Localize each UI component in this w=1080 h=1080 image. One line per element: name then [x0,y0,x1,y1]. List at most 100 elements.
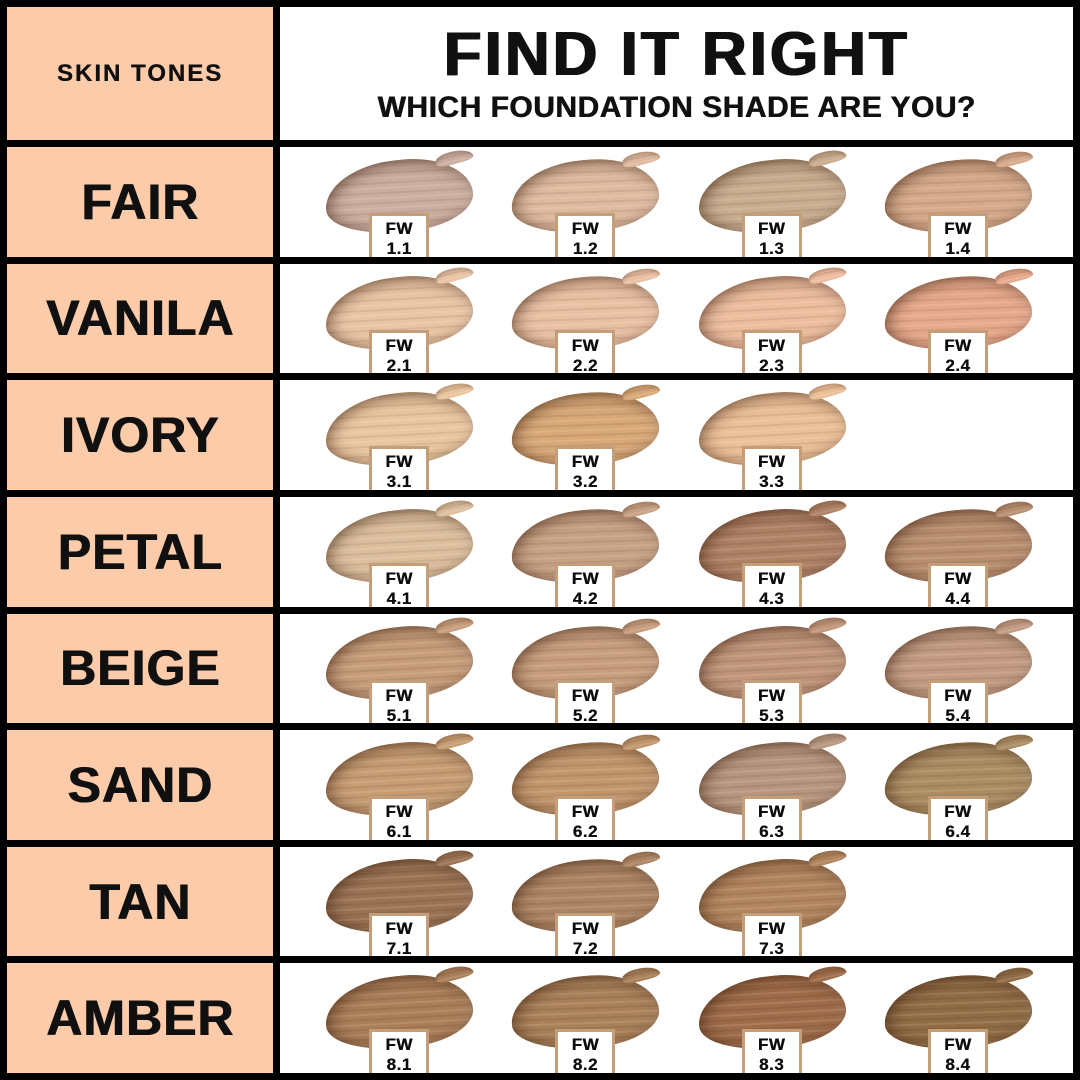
title-cell: FIND IT RIGHT WHICH FOUNDATION SHADE ARE… [280,7,1073,140]
shade-brand-text: FW [757,452,786,472]
shade-label-box: FW 6.3 [741,796,802,840]
swatch-slot: FW 8.1 [306,968,492,1073]
swatch-slot: FW 6.1 [306,735,492,840]
shade-brand-text: FW [385,685,413,705]
shade-number-text: 6.1 [386,822,412,840]
tone-label-text: AMBER [45,990,235,1047]
swatch-slot: FW 4.1 [306,502,492,607]
shade-brand-text: FW [944,219,972,238]
swatch-slot: FW 8.4 [865,970,1051,1073]
shade-label-box: FW 5.2 [555,679,616,724]
swatch-slot: FW 7.1 [306,852,492,957]
page-subtitle: WHICH FOUNDATION SHADE ARE YOU? [377,91,976,125]
shade-brand-text: FW [385,452,413,472]
tone-label-tan: TAN [7,846,273,957]
tone-label-text: PETAL [57,523,223,580]
shade-brand-text: FW [757,685,786,705]
shade-label-box: FW 7.3 [741,912,802,957]
shade-number-text: 7.3 [759,938,785,957]
shade-number-text: 4.2 [572,588,598,607]
swatch-slot: FW 7.3 [679,852,865,957]
shade-number-text: 4.3 [759,588,785,607]
swatch-slot: FW 3.2 [492,386,678,490]
shade-number-text: 1.4 [945,239,971,257]
shade-label-box: FW 4.1 [369,562,430,607]
shade-number-text: 6.3 [759,822,785,840]
tone-label-sand: SAND [7,730,273,840]
swatch-slot: FW 6.4 [865,736,1051,840]
shade-number-text: 2.3 [759,355,785,374]
tone-label-text: BEIGE [59,640,221,697]
shade-label-box: FW 3.3 [741,446,802,490]
shade-number-text: 7.1 [386,938,412,957]
shade-brand-text: FW [571,685,600,705]
shade-number-text: 8.2 [572,1055,598,1073]
shade-label-box: FW 1.2 [555,213,616,257]
shade-label-box: FW 6.1 [369,796,430,840]
shade-label-box: FW 2.4 [927,329,988,374]
shade-number-text: 1.1 [386,239,412,257]
swatch-row-amber: FW 8.1 FW 8.2 FW 8.3 FW 8.4 [280,963,1073,1073]
tone-label-beige: BEIGE [7,613,273,724]
shade-brand-text: FW [385,802,413,822]
swatch-slot: FW 8.2 [492,970,678,1073]
shade-label-box: FW 4.4 [927,562,988,607]
swatch-slot: FW 6.2 [492,736,678,840]
swatch-slot: FW 4.4 [865,503,1051,607]
shade-label-box: FW 5.1 [369,679,430,724]
shade-brand-text: FW [944,335,972,355]
shade-brand-text: FW [757,568,786,588]
shade-number-text: 5.2 [572,705,598,724]
shade-brand-text: FW [757,335,786,355]
shade-brand-text: FW [944,1035,972,1055]
tone-label-text: SAND [67,756,213,813]
swatch-slot: FW 5.4 [865,620,1051,724]
shade-label-box: FW 8.3 [741,1029,802,1073]
shade-label-box: FW 2.1 [369,329,430,374]
shade-brand-text: FW [757,219,786,238]
corner-cell: SKIN TONES [7,7,273,140]
tone-label-text: FAIR [81,173,199,230]
page-title: FIND IT RIGHT [443,19,910,89]
swatch-slot: FW 6.3 [679,735,865,840]
shade-number-text: 5.3 [759,705,785,724]
swatch-row-fair: FW 1.1 FW 1.2 FW 1.3 FW 1.4 [280,147,1073,257]
shade-label-box: FW 7.1 [369,912,430,957]
swatch-row-petal: FW 4.1 FW 4.2 FW 4.3 FW 4.4 [280,496,1073,607]
shade-number-text: 3.2 [572,472,598,490]
tone-label-petal: PETAL [7,496,273,607]
shade-label-box: FW 8.1 [369,1029,430,1073]
tone-label-ivory: IVORY [7,380,273,490]
shade-label-box: FW 1.3 [741,213,802,257]
shade-label-box: FW 3.2 [555,446,616,490]
shade-number-text: 8.3 [759,1055,785,1073]
shade-label-box: FW 4.3 [741,562,802,607]
shade-brand-text: FW [757,918,786,938]
shade-number-text: 6.2 [572,822,598,840]
shade-number-text: 1.3 [759,239,785,257]
shade-number-text: 4.1 [386,588,412,607]
swatch-slot: FW 3.3 [679,385,865,490]
swatch-row-tan: FW 7.1 FW 7.2 FW 7.3 [280,846,1073,957]
shade-number-text: 3.1 [386,472,412,490]
shade-brand-text: FW [385,1035,413,1055]
shade-label-box: FW 2.2 [555,329,616,374]
swatch-slot: FW 3.1 [306,385,492,490]
shade-label-box: FW 6.2 [555,796,616,840]
shade-number-text: 4.4 [945,588,971,607]
shade-brand-text: FW [385,568,413,588]
shade-brand-text: FW [757,1035,786,1055]
tone-label-vanila: VANILA [7,263,273,374]
swatch-slot: FW 4.3 [679,502,865,607]
shade-brand-text: FW [571,568,600,588]
swatch-slot: FW 8.3 [679,968,865,1073]
shade-label-box: FW 8.4 [927,1029,988,1073]
shade-brand-text: FW [385,335,413,355]
swatch-slot: FW 1.3 [679,152,865,257]
swatch-slot: FW 2.1 [306,269,492,374]
tone-label-text: VANILA [45,290,235,347]
shade-brand-text: FW [571,918,600,938]
shade-number-text: 1.2 [572,239,598,257]
swatch-slot: FW 5.2 [492,620,678,724]
shade-brand-text: FW [757,802,786,822]
